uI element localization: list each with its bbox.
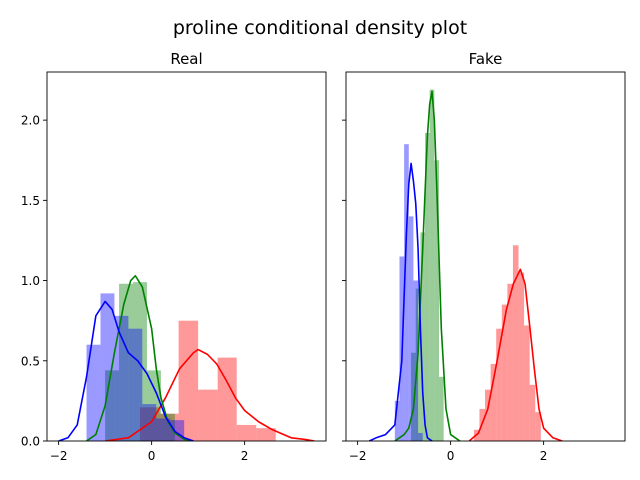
x-tick-label: 2 bbox=[540, 449, 548, 463]
histogram-bar bbox=[114, 315, 129, 441]
histogram-bar bbox=[425, 132, 430, 441]
histogram-bar bbox=[496, 328, 502, 441]
histogram-bar bbox=[524, 325, 530, 441]
histogram-bar bbox=[411, 352, 416, 441]
histogram-bar bbox=[119, 283, 134, 441]
y-tick-label: 0.5 bbox=[21, 354, 40, 368]
histogram-bar bbox=[535, 412, 541, 441]
axes-frame bbox=[46, 71, 327, 442]
x-tick-label: 0 bbox=[447, 449, 455, 463]
panel-real: −2 0 2 0.0 0.5 1.0 1.5 2.0 Real bbox=[21, 50, 327, 463]
histogram-bar bbox=[429, 89, 435, 441]
y-tick-label: 0.0 bbox=[21, 435, 40, 449]
histogram-bar bbox=[156, 418, 171, 441]
histogram-bar bbox=[256, 428, 276, 441]
x-tick-label: −2 bbox=[349, 449, 367, 463]
histogram-bar bbox=[159, 413, 179, 441]
plot-area bbox=[58, 274, 315, 441]
x-tick-label: 0 bbox=[148, 449, 156, 463]
histogram-bar bbox=[100, 293, 115, 441]
histogram-bar bbox=[439, 376, 444, 441]
histogram-bar bbox=[86, 344, 101, 441]
figure-title: proline conditional density plot bbox=[173, 17, 467, 39]
histogram-bar bbox=[485, 389, 491, 441]
y-tick-label: 2.0 bbox=[21, 114, 40, 128]
histogram-bar bbox=[420, 232, 426, 441]
histogram-bar bbox=[518, 272, 525, 441]
kde-line bbox=[58, 300, 194, 441]
histogram-bar bbox=[394, 400, 400, 441]
histogram-bar bbox=[408, 216, 414, 441]
histogram-bar bbox=[490, 363, 497, 441]
x-tick-label: −2 bbox=[50, 449, 68, 463]
x-tick-label: 2 bbox=[241, 449, 249, 463]
kde-line bbox=[368, 162, 433, 441]
histogram-bar bbox=[128, 328, 143, 441]
histogram-bar bbox=[418, 432, 423, 441]
plot-area bbox=[368, 89, 563, 441]
histogram-bar bbox=[178, 320, 199, 441]
kde-line bbox=[468, 268, 563, 441]
histogram-bar bbox=[413, 280, 419, 441]
axes-frame bbox=[345, 71, 626, 442]
subplot-title: Real bbox=[170, 50, 202, 68]
histogram-bar bbox=[217, 357, 237, 441]
subplot-title: Fake bbox=[469, 50, 503, 68]
histogram-bar bbox=[236, 424, 257, 441]
y-tick-label: 1.5 bbox=[21, 194, 40, 208]
kde-line bbox=[394, 90, 461, 441]
panel-fake: −2 0 2 Fake bbox=[342, 50, 626, 463]
histogram-bar bbox=[133, 282, 147, 441]
y-tick-label: 1.0 bbox=[21, 274, 40, 288]
histogram-bar bbox=[160, 413, 175, 441]
histogram-bar bbox=[512, 245, 519, 441]
histogram-bar bbox=[404, 144, 409, 441]
histogram-bar bbox=[507, 283, 513, 441]
histogram-bar bbox=[198, 389, 218, 441]
histogram-bar bbox=[529, 384, 536, 441]
histogram-bar bbox=[434, 160, 439, 441]
histogram-bar bbox=[415, 288, 421, 441]
histogram-bar bbox=[501, 304, 508, 441]
